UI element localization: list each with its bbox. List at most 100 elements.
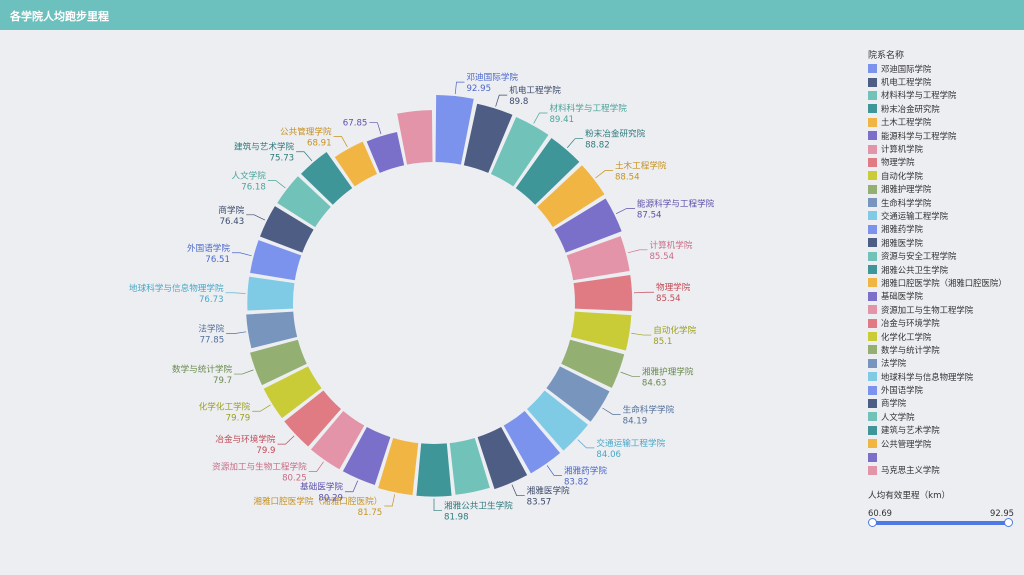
pie-slice[interactable]: [246, 311, 298, 349]
slice-label-value: 77.85: [200, 336, 225, 346]
legend-item[interactable]: 自动化学院: [868, 169, 1018, 182]
legend-item[interactable]: 人文学院: [868, 410, 1018, 423]
legend-item[interactable]: 冶金与环境学院: [868, 316, 1018, 329]
legend-swatch: [868, 372, 877, 382]
legend-item[interactable]: 湘雅药学院: [868, 223, 1018, 236]
pie-slice[interactable]: [526, 390, 588, 451]
pie-slice[interactable]: [416, 443, 452, 497]
pie-slice[interactable]: [284, 390, 342, 447]
legend-label: 商学院: [881, 398, 907, 409]
pie-slice[interactable]: [515, 137, 580, 205]
pie-slice[interactable]: [490, 116, 549, 187]
slice-label-value: 76.43: [220, 217, 245, 227]
label-leader-line: [627, 249, 648, 254]
legend-item[interactable]: 数学与统计学院: [868, 343, 1018, 356]
legend: 院系名称 邓迪国际学院 机电工程学院 材料科学与工程学院 粉末冶金研究院 土木工程学院能…: [868, 48, 1018, 477]
legend-swatch: [868, 291, 877, 301]
pie-slice[interactable]: [277, 176, 331, 228]
legend-label: 机电工程学院: [881, 77, 932, 88]
pie-slice[interactable]: [247, 276, 295, 311]
legend-item[interactable]: 基础医学院: [868, 290, 1018, 303]
pie-slice[interactable]: [260, 206, 314, 253]
slice-data-label: 法学院 77.85: [198, 323, 224, 346]
pie-slice[interactable]: [334, 141, 378, 187]
legend-item[interactable]: 土木工程学院: [868, 116, 1018, 129]
slice-label-name: 外国语学院: [187, 242, 230, 254]
slice-data-label: 基础医学院 80.29: [300, 481, 343, 504]
pie-slice[interactable]: [263, 366, 322, 419]
legend-item[interactable]: 湘雅公共卫生学院: [868, 263, 1018, 276]
slice-label-value: 79.79: [226, 413, 251, 423]
pie-slice[interactable]: [503, 410, 561, 474]
pie-slice[interactable]: [546, 366, 610, 422]
slice-label-value: 85.54: [656, 294, 681, 304]
pie-slice[interactable]: [366, 131, 405, 173]
legend-item[interactable]: 湘雅口腔医学院（湘雅口腔医院）: [868, 276, 1018, 289]
range-max-handle[interactable]: [1004, 518, 1013, 527]
label-leader-line: [633, 291, 654, 294]
legend-item[interactable]: 化学化工学院: [868, 330, 1018, 343]
legend-item[interactable]: 计算机学院: [868, 142, 1018, 155]
range-slider-track[interactable]: [873, 521, 1009, 525]
legend-item[interactable]: 地球科学与信息物理学院: [868, 370, 1018, 383]
legend-label: 湘雅口腔医学院（湘雅口腔医院）: [881, 277, 1007, 288]
legend-item[interactable]: 资源加工与生物工程学院: [868, 303, 1018, 316]
slice-label-value: 85.1: [653, 337, 672, 347]
legend-item[interactable]: 生命科学学院: [868, 196, 1018, 209]
slice-label-name: 商学院: [218, 204, 244, 216]
slice-data-label: 建筑与艺术学院 75.73: [234, 141, 295, 164]
legend-item[interactable]: 粉末冶金研究院: [868, 102, 1018, 115]
pie-slice[interactable]: [449, 437, 490, 495]
pie-slice[interactable]: [300, 151, 353, 205]
range-min-handle[interactable]: [868, 518, 877, 527]
slice-label-name: 自动化学院: [653, 324, 696, 336]
pie-slice[interactable]: [310, 410, 365, 470]
slice-label-name: 建筑与艺术学院: [234, 141, 295, 153]
pie-slice[interactable]: [573, 275, 633, 311]
pie-slice[interactable]: [561, 339, 625, 388]
legend-item[interactable]: 商学院: [868, 397, 1018, 410]
slice-label-name: 湘雅口腔医学院（湘雅口腔医院）: [253, 495, 382, 507]
pie-slice[interactable]: [342, 426, 391, 485]
legend-item[interactable]: 外国语学院: [868, 383, 1018, 396]
legend-item[interactable]: 法学院: [868, 357, 1018, 370]
label-leader-line: [533, 112, 548, 124]
legend-item[interactable]: 建筑与艺术学院: [868, 424, 1018, 437]
pie-slice[interactable]: [477, 426, 528, 490]
pie-slice[interactable]: [554, 198, 622, 253]
legend-label: 湘雅药学院: [881, 224, 923, 235]
pie-slice[interactable]: [463, 103, 513, 173]
legend-item[interactable]: 资源与安全工程学院: [868, 249, 1018, 262]
label-leader-line: [277, 435, 295, 445]
slice-label-value: 81.75: [358, 508, 383, 518]
slice-data-label: 冶金与环境学院 79.9: [215, 433, 276, 456]
pie-slice[interactable]: [570, 311, 632, 351]
pie-slice[interactable]: [397, 110, 433, 165]
legend-item[interactable]: 交通运输工程学院: [868, 209, 1018, 222]
legend-label: 湘雅公共卫生学院: [881, 264, 948, 275]
slice-data-label: 数学与统计学院 79.7: [172, 363, 233, 386]
legend-item[interactable]: [868, 450, 1018, 463]
legend-label: 材料科学与工程学院: [881, 90, 957, 101]
legend-item[interactable]: 机电工程学院: [868, 75, 1018, 88]
legend-item[interactable]: 湘雅医学院: [868, 236, 1018, 249]
legend-item[interactable]: 邓迪国际学院: [868, 62, 1018, 75]
legend-swatch: [868, 398, 877, 408]
legend-item[interactable]: 湘雅护理学院: [868, 183, 1018, 196]
legend-item[interactable]: 能源科学与工程学院: [868, 129, 1018, 142]
slice-label-name: 数学与统计学院: [172, 363, 233, 375]
legend-item[interactable]: 物理学院: [868, 156, 1018, 169]
pie-slice[interactable]: [250, 240, 302, 281]
pie-slice[interactable]: [537, 165, 605, 228]
slice-label-name: 交通运输工程学院: [596, 437, 665, 449]
pie-slice[interactable]: [566, 236, 630, 281]
legend-item[interactable]: 马克思主义学院: [868, 464, 1018, 477]
legend-item[interactable]: 材料科学与工程学院: [868, 89, 1018, 102]
pie-slice[interactable]: [378, 437, 419, 496]
legend-item[interactable]: 公共管理学院: [868, 437, 1018, 450]
pie-slice[interactable]: [435, 95, 474, 165]
legend-swatch: [868, 198, 877, 208]
slice-label-name: 湘雅公共卫生学院: [444, 500, 513, 512]
pie-slice[interactable]: [250, 339, 307, 386]
slice-label-value: 76.18: [241, 183, 266, 193]
